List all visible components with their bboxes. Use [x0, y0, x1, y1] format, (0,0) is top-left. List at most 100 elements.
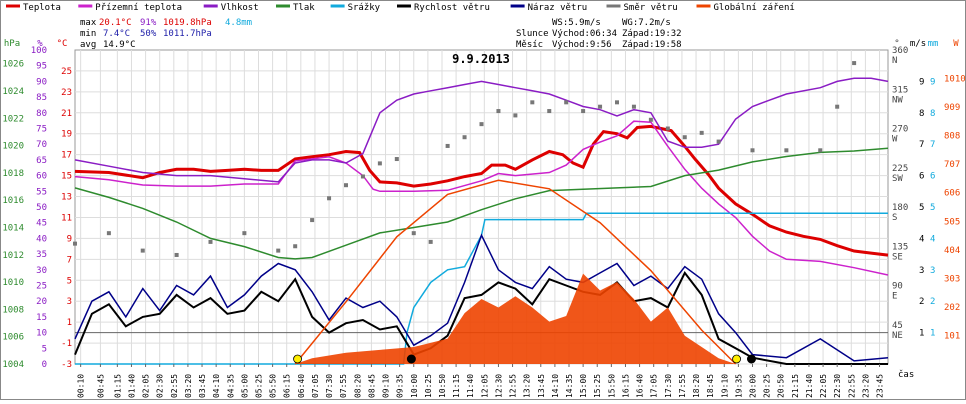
legend-label-7: Směr větru — [624, 3, 678, 13]
axis-temperature-tick-label: 9 — [67, 234, 72, 244]
axis-pressure-tick-label: 1010 — [2, 278, 24, 288]
axis-radiation-tick-label: 303 — [944, 274, 960, 284]
stat-avg-label: avg — [80, 40, 96, 50]
x-tick-label: 13:45 — [537, 374, 546, 398]
axis-wind-dir-tick-label: 315 — [892, 85, 908, 95]
axis-rain-tick-label: 1 — [930, 329, 935, 339]
axis-humidity-tick-label: 100 — [31, 46, 47, 56]
x-tick-label: 16:40 — [636, 374, 645, 398]
x-tick-label: 02:55 — [170, 374, 179, 398]
axis-humidity-tick-label: 95 — [36, 62, 47, 72]
x-tick-label: 15:25 — [593, 374, 602, 398]
x-tick-label: 03:20 — [184, 374, 193, 398]
x-tick-label: 07:05 — [311, 374, 320, 398]
x-tick-label: 02:05 — [142, 374, 151, 398]
legend-label-5: Rychlost větru — [414, 3, 490, 13]
x-tick-label: 07:55 — [339, 374, 348, 398]
axis-wind-speed-tick-label: 6 — [919, 172, 924, 182]
wind-dir-point — [835, 104, 840, 109]
axis-wind-dir-dir-label: E — [892, 292, 897, 302]
x-tick-label: 07:30 — [325, 374, 334, 398]
x-tick-label: 00:10 — [77, 374, 86, 398]
axis-wind-dir-tick-label: 270 — [892, 125, 908, 135]
time-axis-label: čas — [898, 369, 914, 380]
x-tick-label: 05:50 — [269, 374, 278, 398]
wind-dir-point — [479, 122, 484, 127]
stat-avg-temp: 14.9°C — [103, 40, 136, 50]
legend-label-0: Teplota — [23, 3, 61, 13]
x-tick-label: 18:45 — [706, 374, 715, 398]
wind-dir-point — [648, 117, 653, 122]
info-wg: WG:7.2m/s — [622, 18, 671, 28]
axis-radiation-tick-label: 202 — [944, 303, 960, 313]
x-tick-label: 02:30 — [156, 374, 165, 398]
x-tick-label: 11:15 — [452, 374, 461, 398]
sun-marker-1 — [732, 354, 741, 364]
axis-wind-dir-dir-label: S — [892, 213, 897, 223]
axis-pressure-tick-label: 1014 — [2, 223, 24, 233]
axis-temperature-tick-label: 23 — [61, 88, 72, 98]
axis-wind-dir-dir-label: NW — [892, 95, 903, 105]
axis-temperature-tick-label: -1 — [61, 339, 72, 349]
axis-rain-tick-label: 4 — [930, 234, 935, 244]
x-tick-label: 12:30 — [494, 374, 503, 398]
chart-title: 9.9.2013 — [452, 52, 510, 66]
axis-rain-tick-label: 9 — [930, 77, 935, 87]
x-tick-label: 01:15 — [113, 374, 122, 398]
axis-wind-dir-dir-label: N — [892, 56, 897, 66]
axis-wind-dir-tick-label: 180 — [892, 203, 908, 213]
x-tick-label: 16:15 — [621, 374, 630, 398]
wind-dir-point — [140, 248, 145, 253]
axis-humidity-tick-label: 5 — [42, 344, 47, 354]
wind-dir-point — [784, 148, 789, 153]
info-moon-set: Západ:19:58 — [622, 40, 682, 50]
x-tick-label: 22:05 — [819, 374, 828, 398]
series-teoretické-záření — [294, 179, 737, 365]
wind-dir-point — [276, 248, 281, 253]
wind-dir-point — [716, 139, 721, 144]
axis-wind-speed-tick-label: 8 — [919, 109, 924, 119]
wind-dir-point — [360, 174, 365, 179]
axis-wind-speed-tick-label: 1 — [919, 329, 924, 339]
axis-temperature-tick-label: 15 — [61, 172, 72, 182]
axis-humidity-unit: % — [37, 39, 43, 49]
series-vlhkost — [74, 77, 889, 183]
stat-max-temp: 20.1°C — [99, 18, 132, 28]
x-tick-label: 04:35 — [226, 374, 235, 398]
axis-wind-dir-unit: ° — [894, 39, 899, 49]
axis-humidity-tick-label: 0 — [42, 360, 47, 370]
x-tick-label: 13:20 — [523, 374, 532, 398]
axis-temperature-tick-label: 19 — [61, 130, 72, 140]
x-tick-label: 20:25 — [763, 374, 772, 398]
series-tlak — [74, 147, 889, 260]
axis-temperature-tick-label: 7 — [67, 255, 72, 265]
axis-rain-tick-label: 8 — [930, 109, 935, 119]
info-moon-label: Měsíc — [516, 40, 543, 50]
wind-dir-point — [699, 130, 704, 135]
x-tick-label: 20:00 — [749, 374, 758, 398]
plot-area — [73, 49, 889, 365]
series-teplota — [74, 124, 889, 257]
axis-radiation-unit: W — [953, 39, 959, 49]
x-tick-label: 06:40 — [297, 374, 306, 398]
axis-radiation-tick-label: 909 — [944, 103, 960, 113]
wind-dir-point — [293, 244, 298, 249]
wind-dir-point — [394, 157, 399, 162]
x-tick-label: 19:35 — [734, 374, 743, 398]
x-tick-label: 22:55 — [847, 374, 856, 398]
axis-humidity-tick-label: 70 — [36, 140, 47, 150]
x-tick-label: 08:20 — [353, 374, 362, 398]
x-tick-label: 15:00 — [579, 374, 588, 398]
axis-humidity-tick-label: 35 — [36, 250, 47, 260]
axis-wind-dir-tick-label: 90 — [892, 282, 903, 292]
info-sun-rise: Východ:06:34 — [552, 29, 617, 39]
sun-marker-0 — [293, 354, 302, 364]
info-sun-label: Slunce — [516, 29, 549, 39]
axis-wind-dir-dir-label: SW — [892, 174, 903, 184]
wind-dir-point — [598, 104, 603, 109]
axis-pressure-tick-label: 1012 — [2, 251, 24, 261]
axis-pressure-unit: hPa — [4, 39, 20, 49]
x-tick-label: 01:40 — [127, 374, 136, 398]
wind-dir-point — [631, 104, 636, 109]
